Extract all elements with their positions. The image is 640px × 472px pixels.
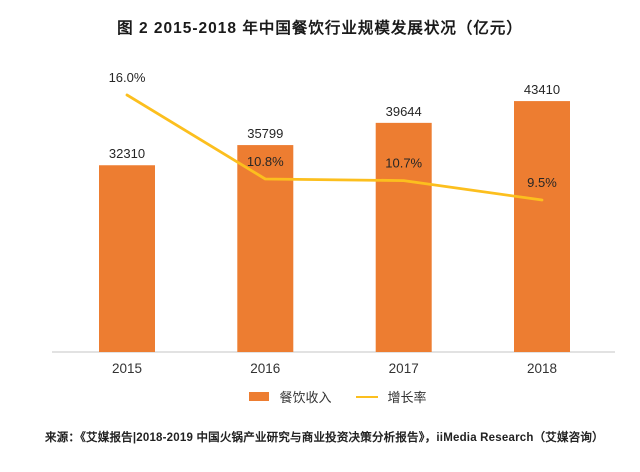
chart-legend: 餐饮收入 增长率 bbox=[0, 387, 640, 406]
growth-label-2015: 16.0% bbox=[109, 70, 146, 85]
bar-value-label-2015: 32310 bbox=[109, 146, 145, 161]
growth-label-2017: 10.7% bbox=[385, 156, 422, 171]
bar-value-label-2016: 35799 bbox=[247, 126, 283, 141]
growth-label-2018: 9.5% bbox=[527, 175, 557, 190]
chart-plot-area: 32310 35799 39644 43410 16.0% 10.8% 10.7% 9.5% 2… bbox=[52, 70, 615, 376]
legend-line-label: 增长率 bbox=[387, 390, 427, 405]
growth-rate-line bbox=[125, 93, 544, 202]
bar-series-swatch-icon bbox=[249, 392, 270, 401]
bar-value-label-2018: 43410 bbox=[524, 82, 560, 97]
legend-bar-label: 餐饮收入 bbox=[279, 390, 332, 405]
bar-2018 bbox=[514, 101, 570, 352]
line-series-swatch-icon bbox=[355, 395, 378, 398]
bar-2017 bbox=[375, 122, 432, 352]
x-tick-label-2018: 2018 bbox=[527, 361, 557, 376]
bar-value-label-2017: 39644 bbox=[386, 104, 422, 119]
bar-2016 bbox=[237, 145, 294, 352]
x-tick-label-2015: 2015 bbox=[112, 361, 142, 376]
bar-2015 bbox=[99, 165, 155, 352]
source-note: 来源：《艾媒报告|2018-2019 中国火锅产业研究与商业投资决策分析报告》，… bbox=[45, 432, 604, 444]
x-tick-label-2016: 2016 bbox=[250, 361, 280, 376]
growth-label-2016: 10.8% bbox=[247, 154, 284, 169]
figure-title: 图 2 2015-2018 年中国餐饮行业规模发展状况（亿元） bbox=[117, 20, 523, 37]
x-tick-label-2017: 2017 bbox=[389, 361, 419, 376]
